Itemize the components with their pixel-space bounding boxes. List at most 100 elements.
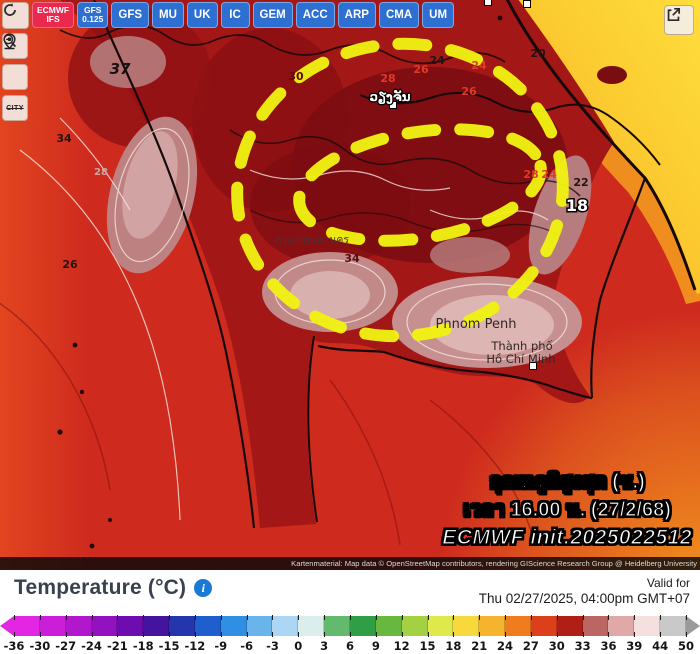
zoom-out-button[interactable] [2, 34, 28, 90]
colorbar-tick [143, 632, 145, 637]
colorbar-tick [453, 615, 455, 620]
colorbar-tick [194, 632, 196, 637]
colorbar-segment--36--30 [14, 616, 40, 636]
colorbar-tick-label: 33 [574, 639, 591, 653]
colorbar-tick-label: 39 [626, 639, 643, 653]
colorbar-segment-36-39 [608, 616, 635, 636]
colorbar-segment--21--18 [117, 616, 144, 636]
map-label: Hồ Chí Minh [486, 352, 555, 366]
weather-map[interactable]: 37 34 28 26 30 28 26 24 24 20 26 28 24 22 18 34 ວຽງຈັນ กร… [0, 0, 700, 570]
colorbar-segment-21-24 [479, 616, 506, 636]
colorbar-tick [246, 632, 248, 637]
map-label: 26 [62, 258, 78, 271]
legend-title: Temperature (°C) [14, 576, 187, 599]
map-label: 28 [94, 167, 108, 178]
map-sidebar: CITY [2, 33, 28, 121]
colorbar-segments [14, 616, 686, 636]
model-toolbar: ECMWF IFS GFS 0.125 GFS MU UK IC GEM ACC ARP CMA U… [2, 2, 455, 29]
colorbar-tick-label: -6 [240, 639, 253, 653]
map-label: 30 [288, 70, 304, 83]
colorbar-tick-label: 50 [677, 639, 695, 653]
colorbar-tick [556, 632, 558, 637]
colorbar-tick [582, 615, 584, 620]
model-button-gem[interactable]: GEM [252, 2, 293, 28]
model-button-uk[interactable]: UK [186, 2, 218, 28]
model-button-acc[interactable]: ACC [295, 2, 335, 28]
toggle-city-labels-button[interactable]: CITY [2, 95, 28, 121]
colorbar-tick [608, 632, 610, 637]
colorbar-tick-label: -30 [29, 639, 51, 653]
colorbar-tick-label: -24 [81, 639, 102, 653]
map-label: 24 [541, 168, 557, 181]
colorbar-segment--24--21 [91, 616, 118, 636]
colorbar-tick [324, 615, 326, 620]
colorbar-tick [686, 632, 687, 637]
city-marker [523, 0, 531, 8]
validity-block: Valid for Thu 02/27/2025, 04:00pm GMT+07 [479, 576, 690, 606]
map-label: 28 [380, 72, 395, 85]
colorbar-segment-6-9 [349, 616, 376, 636]
map-label: 26 [461, 85, 477, 98]
colorbar-tick-label: 21 [471, 639, 488, 653]
colorbar-segment-33-36 [582, 616, 609, 636]
colorbar-tick [65, 632, 67, 637]
colorbar-tick [169, 615, 171, 620]
colorbar-segment-24-27 [505, 616, 531, 636]
model-button-um[interactable]: UM [422, 2, 455, 28]
colorbar-segment-9-12 [375, 616, 402, 636]
model-button-mu[interactable]: MU [152, 2, 184, 28]
colorbar-tick-label: 18 [445, 639, 462, 653]
colorbar-tick [479, 615, 481, 620]
colorbar-tick-label: -9 [214, 639, 228, 653]
colorbar-tick [143, 615, 145, 620]
model-button-ecmwf-ifs[interactable]: ECMWF IFS [32, 2, 75, 28]
colorbar-tick-label: -15 [158, 639, 180, 653]
refresh-icon [4, 3, 16, 16]
colorbar-tick [246, 615, 248, 620]
colorbar-segment-15-18 [427, 616, 454, 636]
colorbar-tick [39, 615, 41, 620]
colorbar-tick [479, 632, 481, 637]
colorbar-tick-label: -12 [184, 639, 206, 653]
colorbar-tick [65, 615, 67, 620]
colorbar-tick-label: 6 [345, 639, 355, 653]
model-button-gfs-0125[interactable]: GFS 0.125 [77, 2, 109, 28]
colorbar-tick [117, 632, 119, 637]
model-button-cma[interactable]: CMA [378, 2, 420, 28]
colorbar-segment--15--12 [169, 616, 195, 636]
colorbar-tick [686, 615, 687, 620]
colorbar-segment-3-6 [324, 616, 350, 636]
model-button-ic[interactable]: IC [220, 2, 250, 28]
colorbar-tick [91, 615, 93, 620]
colorbar-tick-label: 27 [522, 639, 539, 653]
colorbar-tick [298, 615, 300, 620]
colorbar-segment--9--6 [220, 616, 247, 636]
colorbar-tick [14, 615, 15, 620]
colorbar-segment--12--9 [194, 616, 221, 636]
model-button-arp[interactable]: ARP [337, 2, 376, 28]
colorbar-tick [39, 632, 41, 637]
colorbar-tick-label: 15 [419, 639, 436, 653]
colorbar-tick [220, 615, 222, 620]
refresh-button[interactable] [2, 2, 29, 29]
city-marker [529, 362, 537, 370]
map-label: ວຽງຈັນ [369, 89, 410, 105]
colorbar-tick [556, 615, 558, 620]
colorbar-tick [505, 615, 507, 620]
locate-button[interactable] [2, 33, 28, 59]
colorbar-tick [505, 632, 507, 637]
colorbar-tick [350, 615, 351, 620]
colorbar-tick [427, 632, 429, 637]
colorbar-right-arrow [686, 616, 700, 636]
share-button[interactable] [664, 5, 694, 35]
colorbar-tick [298, 632, 300, 637]
valid-for-label: Valid for [646, 576, 690, 590]
colorbar-tick-label: 36 [600, 639, 617, 653]
info-icon[interactable]: i [194, 579, 213, 597]
colorbar-tick-label: 12 [393, 639, 410, 653]
temperature-colorbar: -36 -30 -27 -24 -21 -18 -15 -12 -9 -6 -3 0 3 6 9 12 15 18… [0, 615, 700, 654]
map-label: 34 [344, 252, 360, 265]
model-button-gfs[interactable]: GFS [111, 2, 150, 28]
